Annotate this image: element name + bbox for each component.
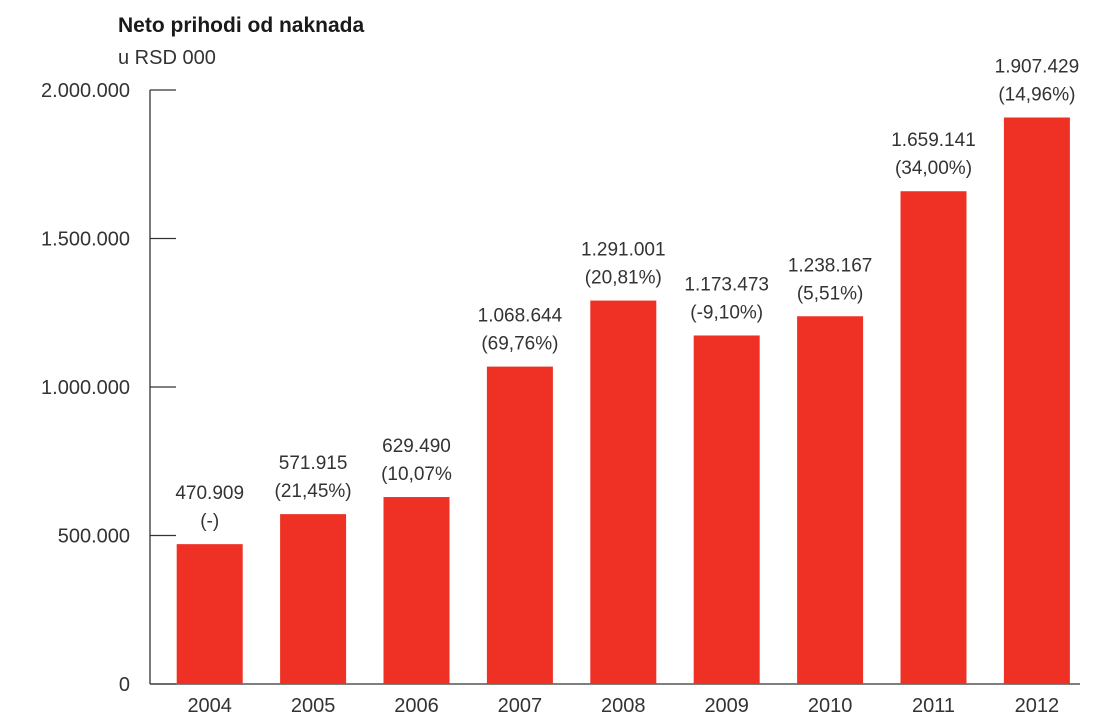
bars xyxy=(176,117,1070,685)
chart-title: Neto prihodi od naknada xyxy=(118,14,364,37)
x-tick-label: 2008 xyxy=(601,695,646,717)
bar-2008 xyxy=(590,300,657,684)
bar-2009 xyxy=(693,335,760,684)
axes: 0 500.000 1.000.000 1.500.000 2.000.000 2004 2… xyxy=(41,80,1080,717)
change-label: (20,81%) xyxy=(585,268,662,289)
value-label: 1.238.167 xyxy=(788,255,873,276)
y-tick-label: 1.500.000 xyxy=(41,229,130,251)
x-tick-label: 2004 xyxy=(187,695,232,717)
bar-2010 xyxy=(797,316,864,684)
bar-2005 xyxy=(280,514,347,684)
x-tick-label: 2012 xyxy=(1015,695,1060,717)
change-label: (10,07% xyxy=(381,464,452,485)
x-tick-label: 2005 xyxy=(291,695,336,717)
x-tick-label: 2010 xyxy=(808,695,853,717)
y-tick-label: 1.000.000 xyxy=(41,377,130,399)
bar-2004 xyxy=(176,544,243,684)
bar-2011 xyxy=(900,191,967,685)
value-label: 1.291.001 xyxy=(581,240,666,261)
value-label: 1.173.473 xyxy=(684,274,769,295)
bar-2007 xyxy=(486,366,553,684)
change-label: (69,76%) xyxy=(481,334,558,355)
change-label: (34,00%) xyxy=(895,158,972,179)
value-label: 1.068.644 xyxy=(478,306,563,327)
change-label: (-9,10%) xyxy=(690,302,763,323)
value-label: 571.915 xyxy=(279,453,348,474)
data-labels: 470.909 (-) 571.915 (21,45%) 629.490 (10,07% 1… xyxy=(175,56,1079,532)
value-label: 470.909 xyxy=(175,483,244,504)
chart-subtitle: u RSD 000 xyxy=(118,47,216,69)
value-label: 629.490 xyxy=(382,436,451,457)
change-label: (14,96%) xyxy=(998,84,1075,105)
change-label: (-) xyxy=(200,511,219,532)
y-tick-label: 500.000 xyxy=(58,526,130,548)
x-tick-label: 2006 xyxy=(394,695,439,717)
y-tick-label: 0 xyxy=(119,674,130,696)
x-tick-label: 2009 xyxy=(704,695,749,717)
x-tick-label: 2007 xyxy=(498,695,543,717)
value-label: 1.907.429 xyxy=(995,56,1080,77)
value-label: 1.659.141 xyxy=(891,130,976,151)
bar-2012 xyxy=(1003,117,1070,684)
bar-2006 xyxy=(383,497,450,684)
change-label: (5,51%) xyxy=(797,283,864,304)
x-tick-label: 2011 xyxy=(912,695,955,717)
change-label: (21,45%) xyxy=(275,481,352,502)
y-tick-label: 2.000.000 xyxy=(41,80,130,102)
